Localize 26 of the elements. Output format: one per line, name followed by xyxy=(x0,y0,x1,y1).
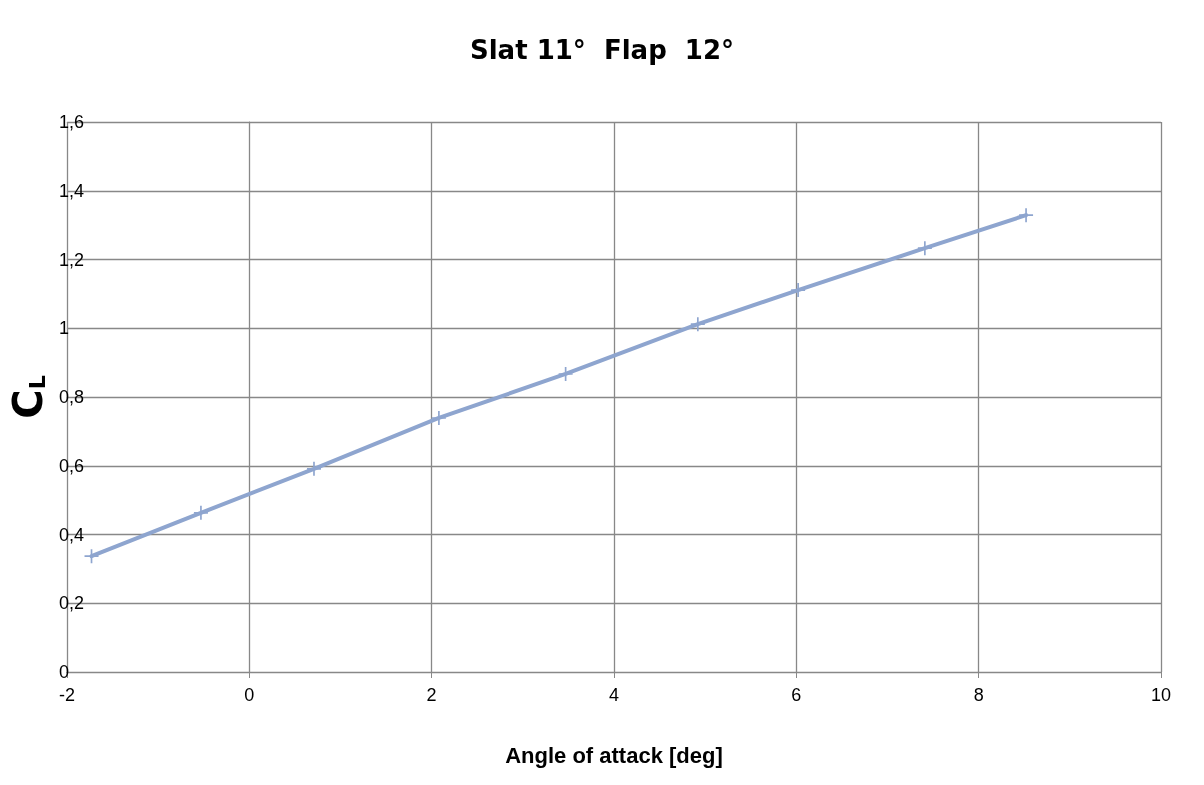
point xyxy=(193,505,208,520)
point xyxy=(690,317,705,332)
point xyxy=(917,241,932,256)
x-tick-label: 0 xyxy=(244,685,255,705)
y-tick-label: 1 xyxy=(58,318,69,339)
y-tick-label: 1,4 xyxy=(58,180,84,201)
y-tick-label: 0,4 xyxy=(58,524,84,545)
x-tick-label: 6 xyxy=(791,685,802,705)
chart-title: Slat 11° Flap 12° xyxy=(469,35,735,65)
y-tick-label: 1,6 xyxy=(58,112,84,132)
point xyxy=(306,461,321,476)
x-axis-title: Angle of attack [deg] xyxy=(505,742,723,768)
y-tick-label: 1,2 xyxy=(58,249,84,270)
point xyxy=(431,410,446,425)
y-tick-label: 0 xyxy=(58,662,69,682)
x-tick-label: 8 xyxy=(973,685,984,705)
x-tick-label: -2 xyxy=(58,685,75,705)
x-tick-label: 2 xyxy=(426,685,437,705)
x-tick-label: 10 xyxy=(1150,685,1172,705)
y-tick-label: 0,2 xyxy=(58,593,84,614)
y-tick-label: 0,6 xyxy=(58,455,84,476)
point xyxy=(791,283,806,298)
y-axis-title: CL xyxy=(5,375,51,419)
x-tick-label: 4 xyxy=(608,685,619,705)
y-tick-label: 0,8 xyxy=(58,387,84,407)
point xyxy=(1019,208,1034,223)
